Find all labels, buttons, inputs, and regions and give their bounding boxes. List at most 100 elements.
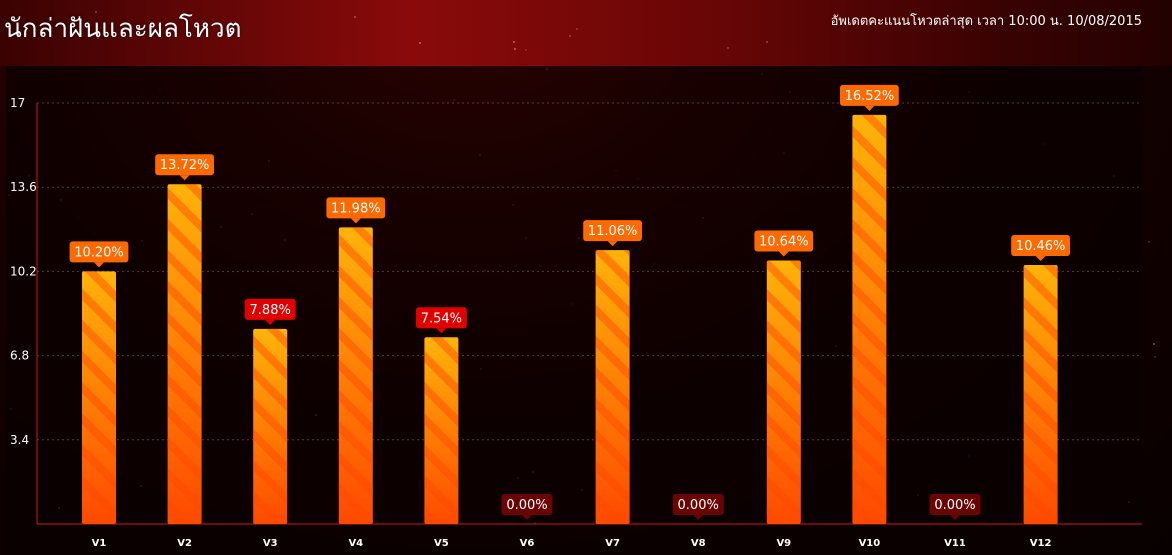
data-label-v1: 10.20% [69,241,129,268]
data-label-pointer [950,515,960,520]
bar-stripes [1023,264,1058,524]
x-tick-label: V8 [691,538,706,549]
data-label-v6: 0.00% [501,494,553,520]
axes [36,103,1142,525]
bar-v10[interactable] [852,114,887,525]
bar-stripes [338,227,373,524]
data-label-v2: 13.72% [155,154,214,181]
data-label-v9: 10.64% [754,230,814,257]
data-label-box [583,220,642,242]
data-label-v5: 7.54% [415,307,467,334]
bars [82,114,1058,525]
data-label-text: 11.06% [588,224,638,239]
sparkle [419,42,421,44]
data-label-pointer [522,515,532,520]
bar-stripes [253,328,288,524]
bar-v12[interactable] [1023,264,1058,524]
data-label-text: 10.64% [759,235,809,250]
data-label-text: 10.46% [1016,239,1066,254]
sparkle [525,49,527,51]
data-label-pointer [350,218,361,224]
data-label-v11: 0.00% [929,494,981,520]
sparkle [513,41,515,43]
sparkle [97,37,99,39]
data-label-v8: 0.00% [672,494,724,520]
data-label-text: 0.00% [934,498,975,513]
data-label-pointer [436,328,447,334]
sparkle [727,47,729,49]
sparkle [1154,356,1156,358]
data-label-text: 7.88% [250,303,291,318]
sparkle [1148,241,1150,243]
data-label-v3: 7.88% [244,298,296,325]
page-title: นักล่าฝันและผลโหวต [4,14,242,44]
x-tick-label: V12 [1030,538,1052,549]
sparkle [1153,343,1155,345]
bar-stripes [766,260,801,524]
bar-stripes [595,250,630,524]
bar-stripes [424,337,459,524]
data-label-pointer [864,105,875,111]
x-tick-label: V2 [177,538,192,549]
data-label-box [1011,234,1070,256]
y-tick-label: 3.4 [10,433,29,447]
y-tick-labels: 3.4 6.8 10.2 13.6 17 [10,96,37,447]
x-tick-label: V5 [434,538,449,549]
bar-v1[interactable] [82,271,116,524]
x-tick-label: V4 [348,538,363,549]
x-tick-label: V1 [92,538,107,549]
data-label-pointer [94,262,104,268]
data-label-box [155,154,214,176]
data-label-v4: 11.98% [326,197,386,224]
sparkle [569,35,571,37]
y-tick-label: 6.8 [10,349,29,363]
data-label-pointer [265,319,276,325]
data-label-v10: 16.52% [840,84,899,111]
x-tick-label: V10 [859,538,881,549]
bar-v5[interactable] [424,337,459,524]
sparkle [766,41,768,43]
bar-v7[interactable] [595,250,630,524]
y-tick-label: 10.2 [10,264,37,278]
x-tick-label: V9 [776,538,791,549]
bar-stripes [82,271,116,524]
x-tick-label: V3 [263,538,278,549]
data-label-box [244,298,296,320]
grid-lines [37,102,1142,441]
data-label-text: 10.20% [74,245,124,260]
data-label-text: 16.52% [845,89,895,104]
bar-v3[interactable] [253,328,288,524]
sparkle [95,11,97,13]
sparkle [576,28,578,30]
bar-stripes [167,184,202,524]
data-label-v7: 11.06% [583,220,642,247]
data-label-box [415,307,467,329]
data-labels: 10.20% 13.72% 7.88% 11.98% 7.54% 0.00% 11.06% 0… [69,84,1070,520]
y-tick-label: 13.6 [10,180,37,194]
data-label-text: 0.00% [678,498,719,513]
data-label-box [69,241,129,263]
data-label-pointer [778,251,789,257]
bar-v9[interactable] [766,260,801,524]
data-label-pointer [693,515,704,520]
bar-v4[interactable] [338,227,373,524]
x-tick-labels: V1 V2 V3 V4 V5 V6 V7 V8 V9 V10 V11 V12 [92,538,1052,549]
data-label-text: 7.54% [421,311,462,326]
data-label-pointer [607,241,618,247]
bar-v2[interactable] [167,184,202,524]
data-label-box [672,494,724,515]
data-label-box [840,84,899,106]
bar-stripes [852,114,887,525]
data-label-box [754,230,814,252]
x-tick-label: V7 [605,538,620,549]
sparkle [514,48,516,50]
header-band [0,0,1172,66]
data-label-pointer [179,175,190,181]
data-label-box [501,494,553,515]
data-label-pointer [1035,255,1046,261]
data-label-box [929,494,981,515]
data-label-text: 13.72% [160,158,210,173]
data-label-v12: 10.46% [1011,234,1070,261]
last-update-text: อัพเดตคะแนนโหวตล่าสุด เวลา 10:00 น. 10/0… [830,14,1142,29]
